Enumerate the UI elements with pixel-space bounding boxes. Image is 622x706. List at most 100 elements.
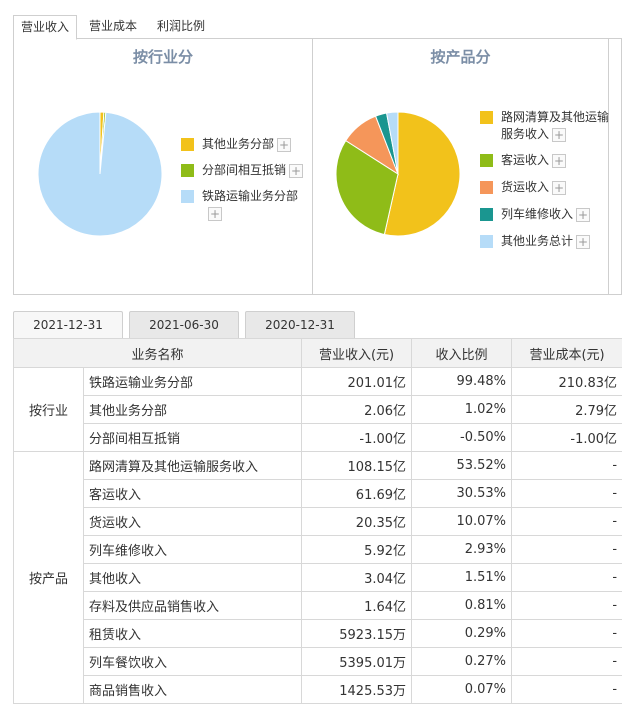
- legend-label: 列车维修收入: [501, 207, 574, 221]
- legend-swatch: [480, 154, 493, 167]
- row-ratio: 2.93%: [411, 535, 513, 564]
- expand-plus-icon[interactable]: +: [552, 153, 567, 168]
- industry-chart: 按行业分 其他业务分部 + 分部间相互抵销 + 铁路运输业务分部 +: [14, 39, 313, 295]
- legend-label: 货运收入: [501, 180, 550, 194]
- row-name: 货运收入: [82, 507, 303, 536]
- table-row: 租赁收入 5923.15万 0.29% -: [14, 619, 622, 648]
- expand-plus-icon[interactable]: +: [552, 180, 567, 195]
- table-row: 列车维修收入 5.92亿 2.93% -: [14, 535, 622, 564]
- row-name: 列车餐饮收入: [82, 647, 303, 676]
- row-cost: 2.79亿: [511, 395, 622, 424]
- expand-plus-icon[interactable]: +: [289, 163, 304, 178]
- expand-plus-icon[interactable]: +: [576, 234, 591, 249]
- row-ratio: 53.52%: [411, 451, 513, 480]
- row-cost: -: [511, 563, 622, 592]
- legend-label-line2: 服务收入: [501, 127, 550, 141]
- row-cost: 210.83亿: [511, 367, 622, 396]
- row-name: 列车维修收入: [82, 535, 303, 564]
- pie-slice[interactable]: [383, 111, 461, 237]
- row-revenue: 201.01亿: [301, 367, 413, 396]
- table-row: 存料及供应品销售收入 1.64亿 0.81% -: [14, 591, 622, 620]
- table-header-row: 业务名称 营业收入(元) 收入比例 营业成本(元): [12, 338, 622, 368]
- legend-label: 客运收入: [501, 153, 550, 167]
- row-cost: -1.00亿: [511, 423, 622, 452]
- row-cost: -: [511, 507, 622, 536]
- row-name: 分部间相互抵销: [82, 423, 303, 452]
- table-row: 其他收入 3.04亿 1.51% -: [14, 563, 622, 592]
- table-row: 货运收入 20.35亿 10.07% -: [14, 507, 622, 536]
- row-ratio: 99.48%: [411, 367, 513, 396]
- row-name: 铁路运输业务分部: [82, 367, 303, 396]
- legend-label: 其他业务总计: [501, 234, 574, 248]
- product-pie: [335, 111, 461, 237]
- row-ratio: 1.02%: [411, 395, 513, 424]
- table-row: 分部间相互抵销 -1.00亿 -0.50% -1.00亿: [14, 423, 622, 452]
- row-ratio: 0.29%: [411, 619, 513, 648]
- row-revenue: 5395.01万: [301, 647, 413, 676]
- group-label: 按行业: [13, 367, 84, 452]
- row-ratio: 0.27%: [411, 647, 513, 676]
- row-cost: -: [511, 647, 622, 676]
- table-row: 按产品 路网清算及其他运输服务收入 108.15亿 53.52% -: [13, 451, 622, 704]
- row-revenue: 5923.15万: [301, 619, 413, 648]
- pie-slice[interactable]: [37, 111, 163, 237]
- row-name: 客运收入: [82, 479, 303, 508]
- row-revenue: 1425.53万: [301, 675, 413, 704]
- header-revenue: 营业收入(元): [301, 338, 413, 368]
- table-row: 列车餐饮收入 5395.01万 0.27% -: [14, 647, 622, 676]
- row-cost: -: [511, 591, 622, 620]
- table-row: 其他业务分部 2.06亿 1.02% 2.79亿: [14, 395, 622, 424]
- legend-swatch: [480, 181, 493, 194]
- legend-swatch: [480, 111, 493, 124]
- row-revenue: 3.04亿: [301, 563, 413, 592]
- row-name: 其他业务分部: [82, 395, 303, 424]
- tab-revenue[interactable]: 营业收入: [13, 15, 77, 40]
- table-body: 按行业 铁路运输业务分部 201.01亿 99.48% 210.83亿 其他业务分部 2.0…: [13, 367, 622, 704]
- industry-pie: [37, 111, 163, 237]
- row-revenue: 108.15亿: [301, 451, 413, 480]
- legend-swatch: [181, 190, 194, 203]
- row-cost: -: [511, 479, 622, 508]
- row-name: 存料及供应品销售收入: [82, 591, 303, 620]
- row-cost: -: [511, 535, 622, 564]
- product-chart-title: 按产品分: [430, 48, 491, 66]
- header-cost: 营业成本(元): [511, 338, 622, 368]
- row-revenue: 1.64亿: [301, 591, 413, 620]
- row-ratio: 0.81%: [411, 591, 513, 620]
- header-ratio: 收入比例: [411, 338, 513, 368]
- product-chart: 按产品分 路网清算及其他运输 服务收入 + 客运收入 + 货运收入 + 列车维修收入 +…: [313, 39, 609, 295]
- row-ratio: 10.07%: [411, 507, 513, 536]
- pie-slice[interactable]: [335, 139, 399, 236]
- row-ratio: 0.07%: [411, 675, 513, 704]
- row-revenue: 20.35亿: [301, 507, 413, 536]
- row-revenue: 2.06亿: [301, 395, 413, 424]
- legend-swatch: [181, 164, 194, 177]
- table-row: 客运收入 61.69亿 30.53% -: [14, 479, 622, 508]
- expand-plus-icon[interactable]: +: [277, 137, 292, 152]
- row-cost: -: [511, 619, 622, 648]
- row-revenue: 61.69亿: [301, 479, 413, 508]
- expand-plus-icon[interactable]: +: [552, 127, 567, 142]
- industry-chart-title: 按行业分: [132, 48, 193, 66]
- row-name: 路网清算及其他运输服务收入: [82, 451, 303, 480]
- date-tab-2021-06-30[interactable]: 2021-06-30: [129, 311, 239, 339]
- date-tab-2021-12-31[interactable]: 2021-12-31: [13, 311, 123, 339]
- row-ratio: 1.51%: [411, 563, 513, 592]
- row-ratio: -0.50%: [411, 423, 513, 452]
- expand-plus-icon[interactable]: +: [576, 207, 591, 222]
- chart-panel: 按行业分 其他业务分部 + 分部间相互抵销 + 铁路运输业务分部 + 按产品分 路网…: [13, 39, 622, 295]
- legend-label: 其他业务分部: [202, 137, 275, 151]
- date-tab-bar: 2021-12-31 2021-06-30 2020-12-31: [13, 311, 622, 339]
- tab-cost[interactable]: 营业成本: [88, 19, 137, 33]
- row-cost: -: [511, 675, 622, 704]
- date-tab-2020-12-31[interactable]: 2020-12-31: [245, 311, 355, 339]
- tab-profit-ratio[interactable]: 利润比例: [156, 19, 205, 33]
- legend-label: 路网清算及其他运输: [501, 110, 610, 124]
- top-tab-bar: 营业收入 营业成本 利润比例: [13, 12, 622, 40]
- expand-plus-icon[interactable]: +: [208, 207, 222, 221]
- row-cost: -: [511, 451, 622, 480]
- legend-swatch: [480, 208, 493, 221]
- pie-slice[interactable]: [385, 111, 399, 175]
- row-ratio: 30.53%: [411, 479, 513, 508]
- business-table: 业务名称 营业收入(元) 收入比例 营业成本(元) 按行业 铁路运输业务分部 201…: [12, 338, 622, 704]
